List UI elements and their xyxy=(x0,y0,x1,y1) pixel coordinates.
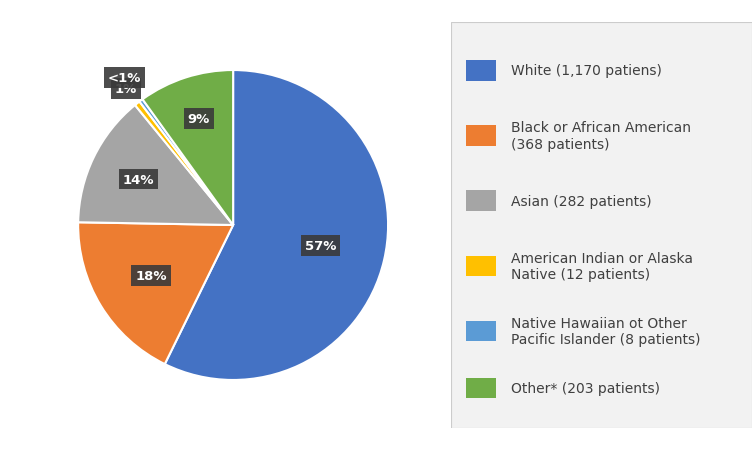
Text: White (1,170 patiens): White (1,170 patiens) xyxy=(511,64,663,78)
Text: 14%: 14% xyxy=(123,173,154,186)
FancyBboxPatch shape xyxy=(466,256,496,276)
Text: Native Hawaiian ot Other
Pacific Islander (8 patients): Native Hawaiian ot Other Pacific Islande… xyxy=(511,316,701,346)
FancyBboxPatch shape xyxy=(451,23,752,428)
Wedge shape xyxy=(78,106,233,226)
Text: 18%: 18% xyxy=(135,269,167,282)
Wedge shape xyxy=(135,102,233,226)
Wedge shape xyxy=(78,223,233,364)
FancyBboxPatch shape xyxy=(466,61,496,81)
Text: Other* (203 patients): Other* (203 patients) xyxy=(511,381,660,395)
Text: American Indian or Alaska
Native (12 patients): American Indian or Alaska Native (12 pat… xyxy=(511,251,693,281)
Text: 1%: 1% xyxy=(114,83,137,96)
Wedge shape xyxy=(139,100,233,226)
FancyBboxPatch shape xyxy=(466,191,496,211)
FancyBboxPatch shape xyxy=(466,126,496,146)
Wedge shape xyxy=(143,71,233,226)
FancyBboxPatch shape xyxy=(466,321,496,341)
Text: <1%: <1% xyxy=(108,72,141,85)
Text: 9%: 9% xyxy=(188,113,210,126)
Wedge shape xyxy=(165,71,388,380)
Text: Asian (282 patients): Asian (282 patients) xyxy=(511,194,652,208)
Text: 57%: 57% xyxy=(305,239,336,252)
Text: Black or African American
(368 patients): Black or African American (368 patients) xyxy=(511,121,691,151)
FancyBboxPatch shape xyxy=(466,378,496,398)
